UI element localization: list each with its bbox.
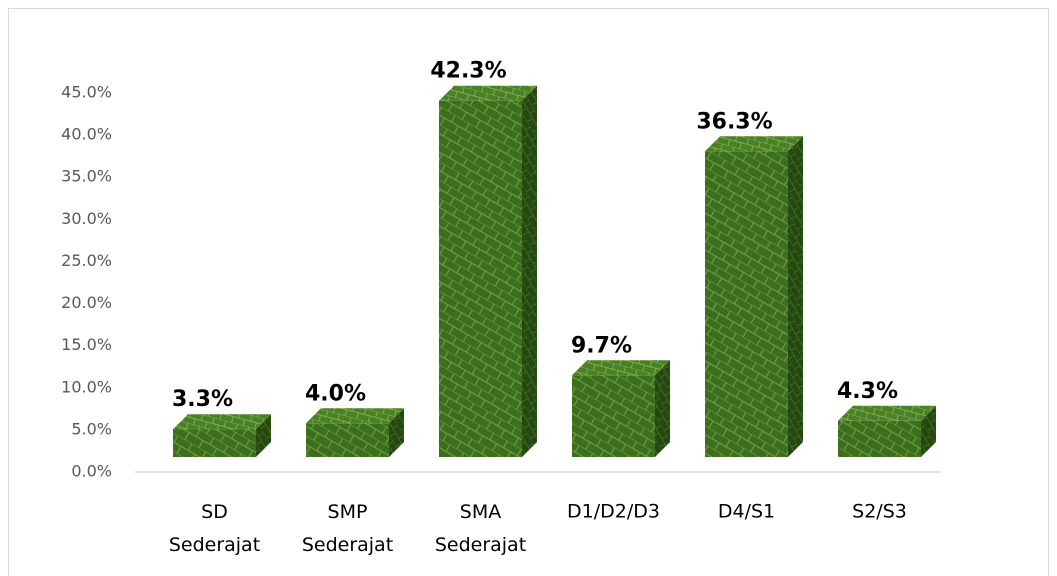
bar-front	[439, 100, 522, 458]
x-tick-label: S2/S3	[852, 501, 907, 523]
bar-front	[173, 429, 256, 457]
y-tick-label: 15.0%	[61, 335, 112, 354]
bar-top	[838, 405, 936, 421]
value-label: 4.0%	[305, 381, 366, 406]
value-label: 36.3%	[696, 109, 772, 134]
y-tick-label: 45.0%	[61, 83, 112, 102]
bar-top	[439, 85, 537, 101]
x-tick-label: D4/S1	[718, 501, 775, 523]
bar-side	[921, 405, 936, 457]
y-tick-label: 35.0%	[61, 167, 112, 186]
chart-border	[8, 8, 1049, 576]
bar	[439, 85, 537, 458]
bar-front	[572, 375, 655, 457]
value-label: 3.3%	[172, 387, 233, 412]
bar-front	[838, 420, 921, 457]
bar-side	[256, 414, 271, 457]
bar-side	[389, 408, 404, 457]
bar	[705, 136, 803, 458]
bar-front	[705, 151, 788, 458]
y-tick-label: 25.0%	[61, 251, 112, 270]
bar-side	[522, 85, 537, 458]
x-tick-label: D1/D2/D3	[567, 501, 660, 523]
bar-top	[306, 408, 404, 424]
bar	[838, 405, 936, 457]
y-tick-label: 20.0%	[61, 293, 112, 312]
bar	[572, 360, 670, 457]
value-label: 42.3%	[430, 59, 506, 84]
y-tick-label: 0.0%	[71, 462, 112, 481]
value-label: 4.3%	[837, 379, 898, 404]
bar-top	[173, 414, 271, 430]
value-label: 9.7%	[571, 333, 632, 358]
bar	[306, 408, 404, 457]
bar-front	[306, 423, 389, 457]
bar	[173, 414, 271, 457]
y-tick-label: 5.0%	[71, 419, 112, 438]
y-tick-label: 10.0%	[61, 377, 112, 396]
bar-side	[788, 136, 803, 458]
x-tick-label: SMP Sederajat	[302, 501, 393, 556]
bar-top	[572, 360, 670, 376]
x-tick-label: SMA Sederajat	[435, 501, 526, 556]
y-tick-label: 30.0%	[61, 209, 112, 228]
bar-top	[705, 136, 803, 152]
bar-side	[655, 360, 670, 457]
y-tick-label: 40.0%	[61, 125, 112, 144]
x-tick-label: SD Sederajat	[169, 501, 260, 556]
